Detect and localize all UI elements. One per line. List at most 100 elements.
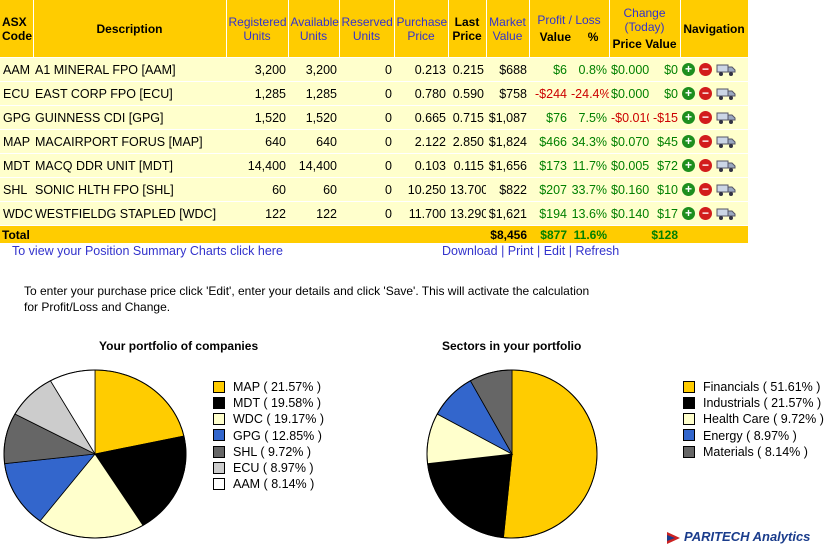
remove-icon[interactable]: − — [699, 63, 713, 77]
cell-last-price: 0.715 — [448, 105, 486, 130]
remove-icon[interactable]: − — [699, 135, 713, 149]
paritech-logo-icon — [667, 531, 680, 544]
cell-change-price: $0.070 — [609, 129, 650, 154]
legend-swatch — [213, 429, 225, 442]
action-links: Download | Print | Edit | Refresh — [442, 244, 619, 258]
add-icon[interactable]: + — [682, 159, 696, 173]
add-icon[interactable]: + — [682, 135, 696, 149]
cell-market-value: $688 — [486, 57, 529, 82]
cell-navigation: + − — [680, 177, 749, 202]
truck-icon[interactable] — [716, 63, 736, 77]
cell-change-value: $0 — [649, 81, 681, 106]
table-row: ECU EAST CORP FPO [ECU] 1,285 1,285 0 0.780 0.… — [0, 81, 749, 106]
legend-label: MDT ( 19.58% ) — [233, 396, 321, 411]
cell-purchase-price: 0.213 — [394, 57, 448, 82]
cell-purchase-price: 11.700 — [394, 201, 448, 226]
cell-change-value: $72 — [649, 153, 681, 178]
cell-last-price: 2.850 — [448, 129, 486, 154]
header-available-units[interactable]: Available Units — [288, 0, 340, 58]
legend-item: MDT ( 19.58% ) — [213, 395, 324, 411]
refresh-link[interactable]: Refresh — [575, 244, 620, 258]
truck-icon[interactable] — [716, 183, 736, 197]
truck-icon[interactable] — [716, 159, 736, 173]
cell-reserved-units: 0 — [339, 57, 394, 82]
header-reserved-units[interactable]: Reserved Units — [339, 0, 395, 58]
add-icon[interactable]: + — [682, 207, 696, 221]
truck-icon[interactable] — [716, 87, 736, 101]
paritech-brand-text: PARITECH Analytics — [684, 529, 811, 544]
header-last-price: Last Price — [448, 0, 487, 58]
print-link[interactable]: Print — [507, 244, 534, 258]
remove-icon[interactable]: − — [699, 87, 713, 101]
cell-navigation: + − — [680, 201, 749, 226]
add-icon[interactable]: + — [682, 183, 696, 197]
cell-navigation: + − — [680, 105, 749, 130]
add-icon[interactable]: + — [682, 111, 696, 125]
table-row: SHL SONIC HLTH FPO [SHL] 60 60 0 10.250 13.700… — [0, 177, 749, 202]
legend-swatch — [213, 413, 225, 426]
truck-icon[interactable] — [716, 111, 736, 125]
cell-purchase-price: 10.250 — [394, 177, 448, 202]
legend-label: Financials ( 51.61% ) — [703, 380, 821, 394]
cell-last-price: 13.700 — [448, 177, 486, 202]
cell-change-price: $0.000 — [609, 57, 650, 82]
cell-change-value: $17 — [649, 201, 681, 226]
pie-slice-financials — [503, 369, 598, 539]
cell-reserved-units: 0 — [339, 201, 394, 226]
remove-icon[interactable]: − — [699, 111, 713, 125]
cell-reserved-units: 0 — [339, 153, 394, 178]
header-change-today[interactable]: Change (Today) Price Value — [609, 0, 681, 58]
legend-label: GPG ( 12.85% ) — [233, 428, 322, 443]
header-purchase-price[interactable]: Purchase Price — [394, 0, 449, 58]
add-icon[interactable]: + — [682, 87, 696, 101]
legend-item: Industrials ( 21.57% ) — [683, 395, 824, 411]
cell-change-price: $0.160 — [609, 177, 650, 202]
legend-label: Health Care ( 9.72% ) — [703, 412, 824, 427]
edit-link[interactable]: Edit — [543, 244, 566, 258]
remove-icon[interactable]: − — [699, 207, 713, 221]
cell-purchase-price: 0.780 — [394, 81, 448, 106]
cell-description: GUINNESS CDI [GPG] — [33, 105, 226, 130]
cell-registered-units: 14,400 — [226, 153, 288, 178]
cell-reserved-units: 0 — [339, 129, 394, 154]
sectors-pie-chart — [426, 369, 598, 539]
cell-change-value: -$15 — [649, 105, 681, 130]
truck-icon[interactable] — [716, 207, 736, 221]
instructions-text: To enter your purchase price click 'Edit… — [24, 284, 590, 314]
download-link[interactable]: Download — [442, 244, 498, 258]
truck-icon[interactable] — [716, 135, 736, 149]
cell-last-price: 0.115 — [448, 153, 486, 178]
cell-pl-percent: -24.4% — [569, 81, 610, 106]
cell-description: MACAIRPORT FORUS [MAP] — [33, 129, 226, 154]
cell-reserved-units: 0 — [339, 177, 394, 202]
legend-label: MAP ( 21.57% ) — [233, 380, 322, 394]
header-profit-loss[interactable]: Profit / Loss Value % — [529, 0, 610, 58]
header-market-value[interactable]: Market Value — [486, 0, 530, 58]
companies-legend: MAP ( 21.57% ) MDT ( 19.58% ) WDC ( 19.17%… — [213, 379, 324, 492]
position-summary-charts-link[interactable]: To view your Position Summary Charts cli… — [12, 244, 283, 258]
cell-available-units: 640 — [288, 129, 339, 154]
link-separator: | — [565, 244, 576, 258]
remove-icon[interactable]: − — [699, 183, 713, 197]
cell-market-value: $1,656 — [486, 153, 529, 178]
legend-item: SHL ( 9.72% ) — [213, 444, 324, 460]
header-pl-value: Value — [539, 30, 572, 44]
cell-market-value: $1,621 — [486, 201, 529, 226]
header-registered-units[interactable]: Registered Units — [226, 0, 289, 58]
table-row: GPG GUINNESS CDI [GPG] 1,520 1,520 0 0.665 0.7… — [0, 105, 749, 130]
legend-label: SHL ( 9.72% ) — [233, 444, 312, 459]
cell-pl-percent: 0.8% — [569, 57, 610, 82]
legend-swatch — [213, 445, 225, 458]
total-pl-value: $877 — [529, 225, 569, 243]
add-icon[interactable]: + — [682, 63, 696, 77]
cell-change-price: $0.005 — [609, 153, 650, 178]
legend-item: Financials ( 51.61% ) — [683, 379, 824, 395]
header-change-value: Value — [645, 37, 677, 51]
legend-swatch — [683, 396, 695, 409]
remove-icon[interactable]: − — [699, 159, 713, 173]
total-navigation — [680, 225, 749, 243]
position-charts-link-container: To view your Position Summary Charts cli… — [12, 244, 283, 258]
total-change-price — [609, 225, 650, 243]
cell-navigation: + − — [680, 129, 749, 154]
cell-market-value: $1,087 — [486, 105, 529, 130]
